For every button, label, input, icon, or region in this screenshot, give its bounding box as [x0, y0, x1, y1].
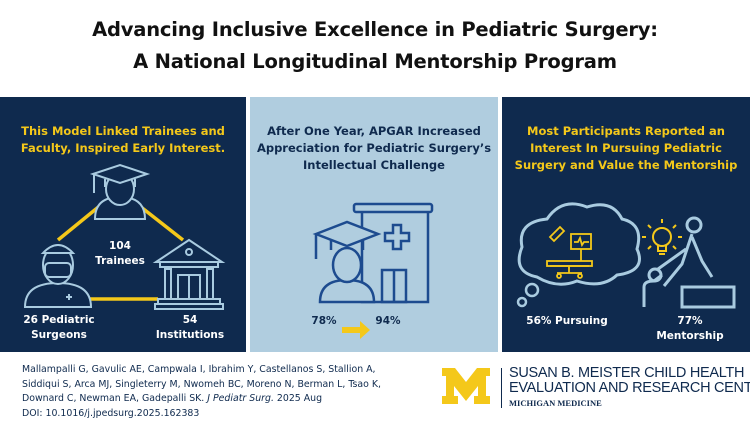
panel-interest: Most Participants Reported an Interest I…	[502, 97, 750, 352]
pursuing-percent: 56% Pursuing	[526, 315, 608, 327]
mentor-lightbulb-icon	[642, 216, 736, 309]
graduate-icon	[89, 163, 151, 220]
mentorship-percent: 77% Mentorship	[656, 315, 724, 342]
block-m-logo	[442, 368, 490, 404]
institution-icon	[152, 238, 226, 310]
panel-heading: After One Year, APGAR Increased Apprecia…	[256, 124, 492, 172]
network-diagram	[23, 163, 226, 310]
graduate-hospital-icon	[312, 202, 434, 339]
trainees-count: 104 Trainees	[95, 240, 145, 267]
thought-cloud-operating-room-icon	[516, 202, 641, 308]
after-percent: 94%	[375, 315, 401, 327]
panel-heading: Most Participants Reported an Interest I…	[514, 124, 738, 172]
surgeons-count: 26 Pediatric Surgeons	[23, 314, 95, 341]
surgeon-icon	[23, 244, 93, 308]
before-percent: 78%	[311, 315, 337, 327]
logo-divider	[501, 368, 502, 408]
page-title: Advancing Inclusive Excellence in Pediat…	[92, 18, 658, 73]
arrow-right-icon	[342, 321, 370, 339]
institutions-count: 54 Institutions	[155, 314, 225, 341]
panel-appreciation: After One Year, APGAR Increased Apprecia…	[250, 97, 498, 352]
panel-heading: This Model Linked Trainees and Faculty, …	[20, 124, 226, 155]
citation: Mallampalli G, Gavulic AE, Campwala I, I…	[22, 364, 381, 419]
panel-model: This Model Linked Trainees and Faculty, …	[0, 97, 246, 352]
